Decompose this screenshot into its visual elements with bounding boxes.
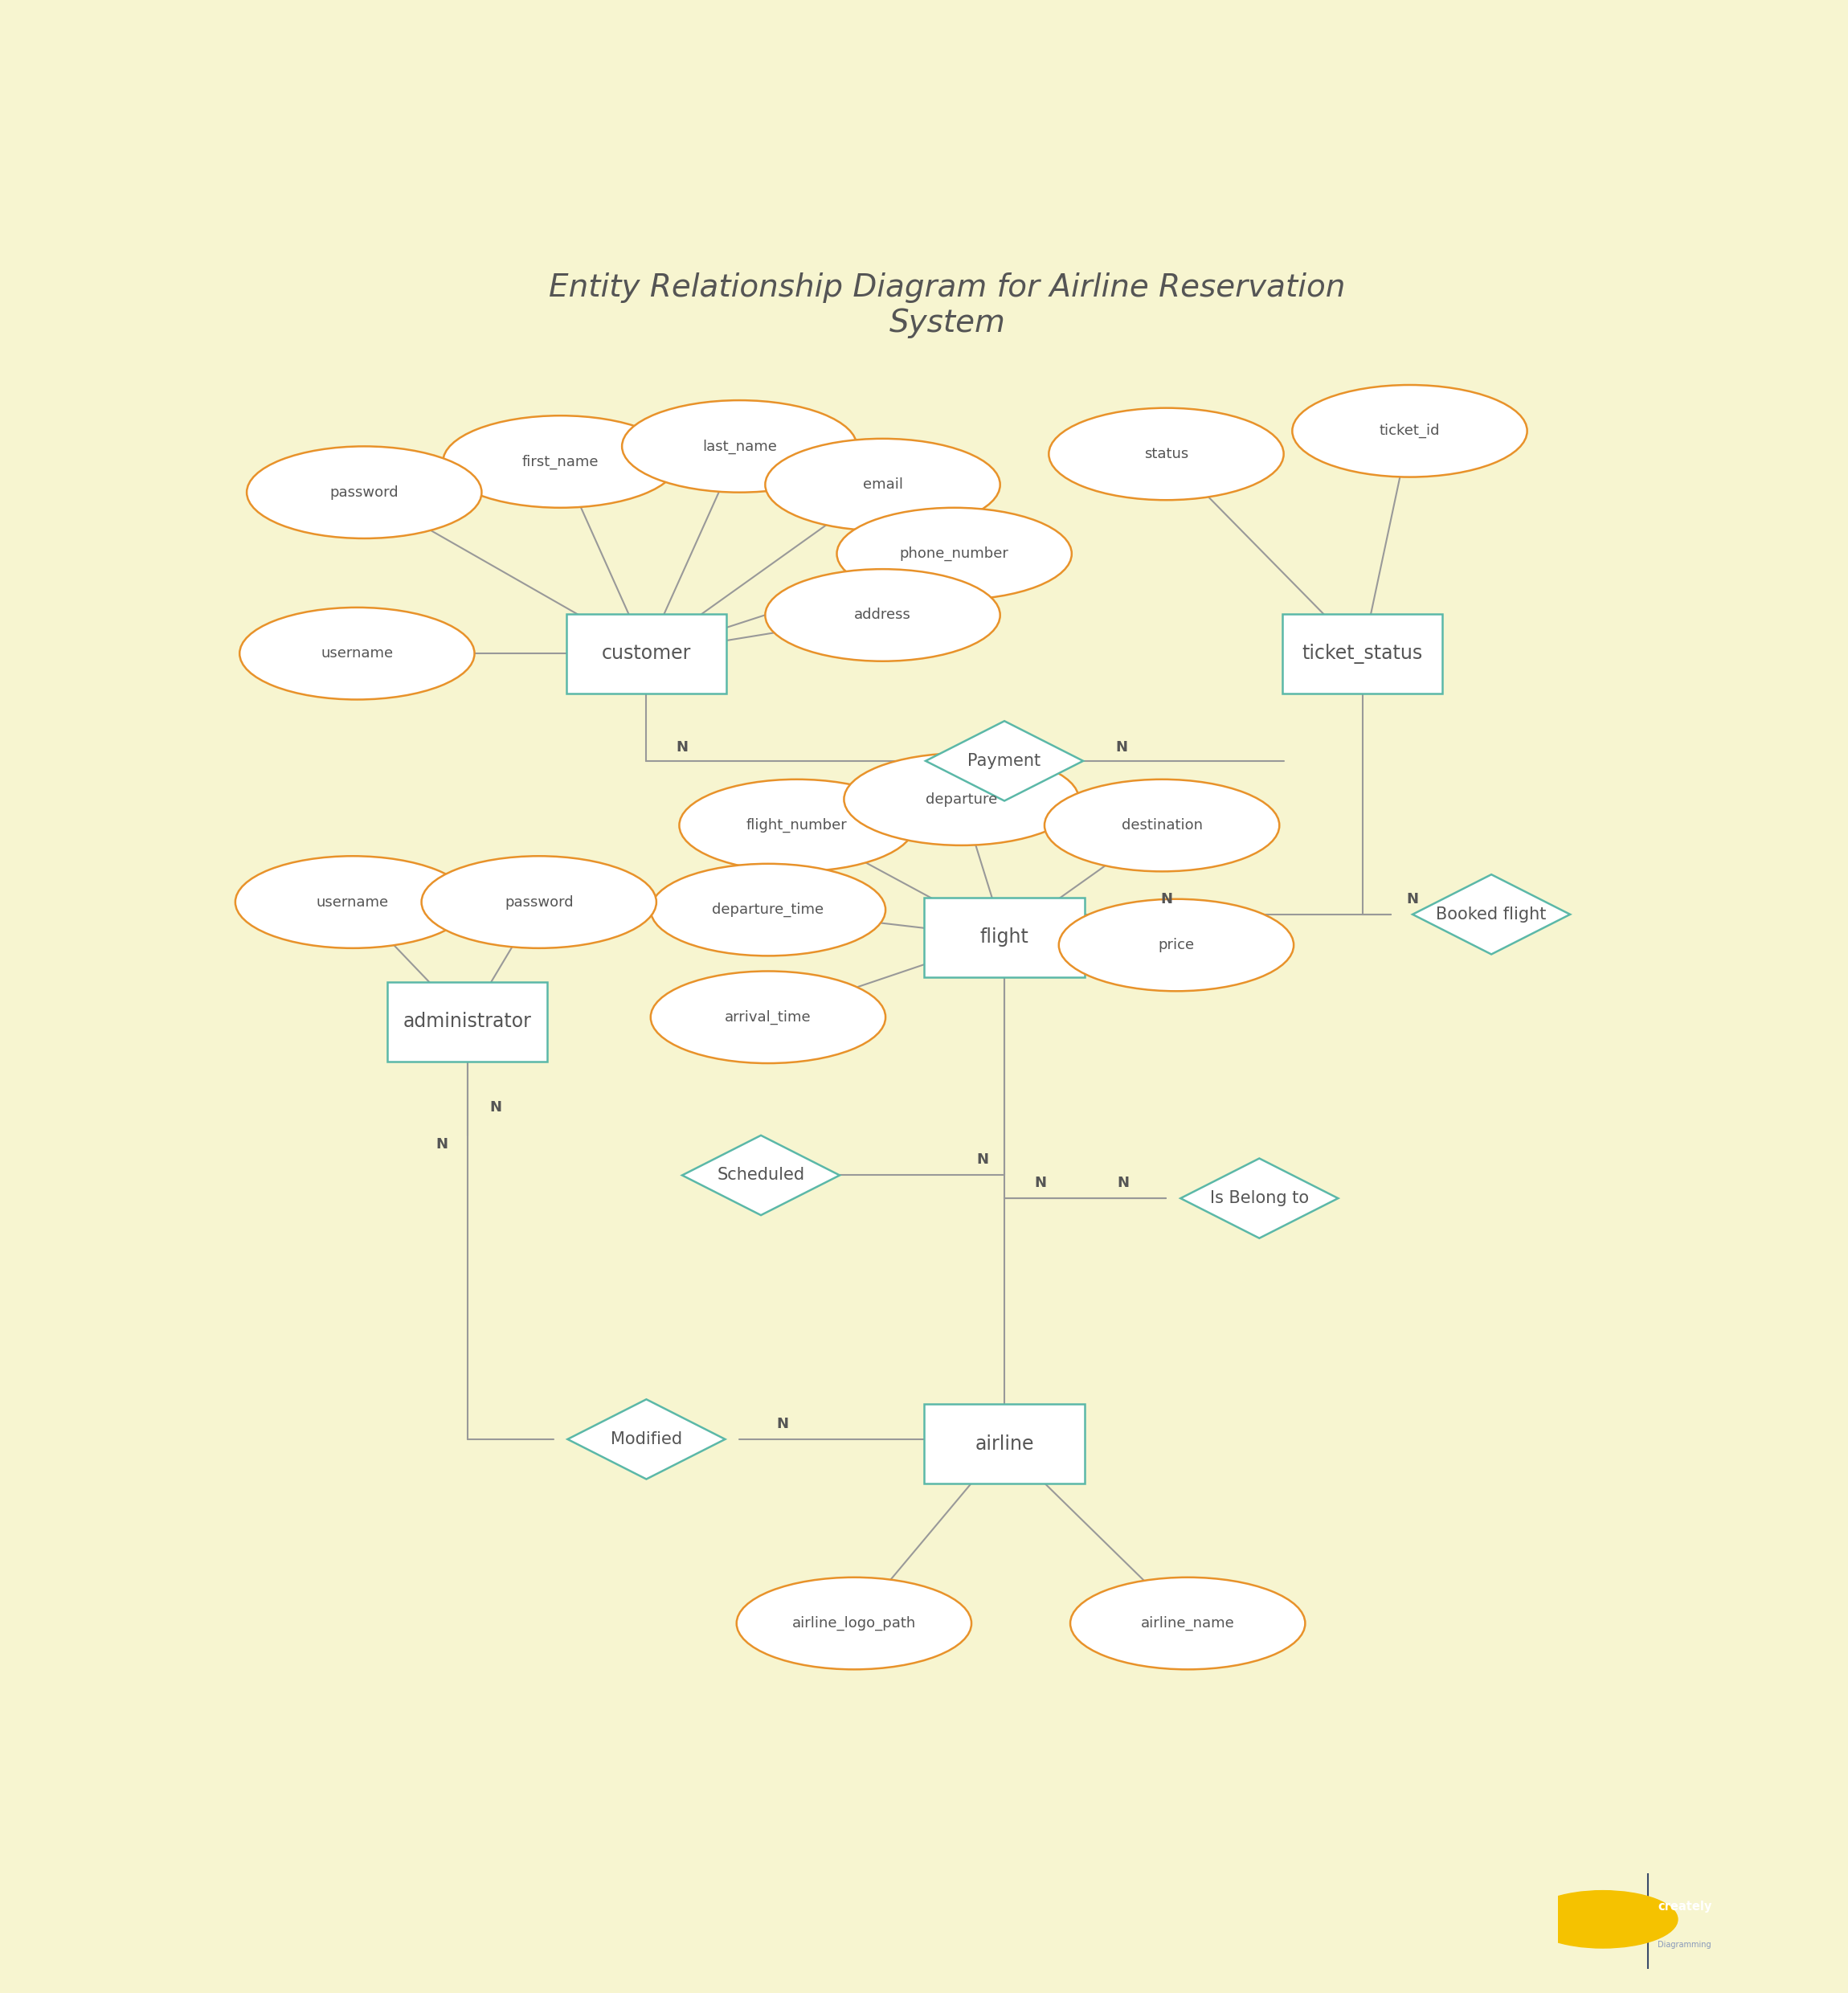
Polygon shape [1412, 875, 1571, 955]
Text: Entity Relationship Diagram for Airline Reservation
System: Entity Relationship Diagram for Airline … [549, 273, 1345, 339]
Ellipse shape [444, 417, 678, 508]
Text: address: address [854, 608, 911, 622]
FancyBboxPatch shape [924, 897, 1085, 977]
Text: first_name: first_name [521, 454, 599, 468]
Text: price: price [1159, 939, 1194, 953]
Text: N: N [978, 1152, 989, 1168]
Ellipse shape [240, 608, 475, 700]
Text: last_name: last_name [702, 438, 776, 454]
Ellipse shape [421, 857, 656, 949]
Text: username: username [322, 646, 394, 662]
Text: flight: flight [979, 929, 1029, 947]
Text: N: N [1035, 1176, 1046, 1190]
Ellipse shape [1070, 1576, 1305, 1670]
Text: departure_time: departure_time [711, 903, 824, 917]
Ellipse shape [845, 753, 1079, 845]
Text: destination: destination [1122, 819, 1203, 833]
Ellipse shape [650, 971, 885, 1062]
Text: arrival_time: arrival_time [724, 1010, 811, 1024]
Text: N: N [1406, 891, 1419, 907]
Polygon shape [682, 1136, 839, 1216]
Text: airline_name: airline_name [1140, 1616, 1234, 1630]
Polygon shape [567, 1399, 724, 1479]
Ellipse shape [623, 401, 857, 492]
Text: N: N [1116, 739, 1127, 753]
Ellipse shape [765, 438, 1000, 530]
Ellipse shape [765, 570, 1000, 662]
Ellipse shape [235, 857, 469, 949]
Text: N: N [490, 1100, 503, 1114]
Text: airline: airline [976, 1435, 1033, 1453]
Ellipse shape [650, 863, 885, 957]
Ellipse shape [248, 446, 482, 538]
Ellipse shape [1059, 899, 1294, 991]
Text: email: email [863, 478, 902, 492]
Text: airline_logo_path: airline_logo_path [793, 1616, 917, 1630]
Ellipse shape [680, 779, 915, 871]
FancyBboxPatch shape [1283, 614, 1443, 694]
Polygon shape [926, 721, 1083, 801]
Text: Diagramming: Diagramming [1658, 1941, 1711, 1949]
Ellipse shape [837, 508, 1072, 600]
FancyBboxPatch shape [565, 614, 726, 694]
Text: Is Belong to: Is Belong to [1210, 1190, 1308, 1206]
Text: customer: customer [602, 644, 691, 664]
Text: ticket_id: ticket_id [1379, 425, 1440, 438]
Text: Booked flight: Booked flight [1436, 907, 1547, 923]
Ellipse shape [1292, 385, 1526, 476]
Text: Modified: Modified [610, 1431, 682, 1447]
Polygon shape [1181, 1158, 1338, 1238]
Circle shape [1528, 1891, 1678, 1947]
FancyBboxPatch shape [386, 983, 547, 1062]
Ellipse shape [1050, 409, 1284, 500]
Text: ticket_status: ticket_status [1303, 644, 1423, 664]
Text: N: N [436, 1138, 447, 1152]
Text: N: N [1118, 1176, 1129, 1190]
Text: N: N [676, 739, 687, 753]
Text: N: N [1161, 891, 1172, 907]
Text: password: password [505, 895, 573, 909]
Text: password: password [329, 484, 399, 500]
Text: Payment: Payment [968, 753, 1040, 769]
Text: Scheduled: Scheduled [717, 1168, 804, 1184]
Text: departure: departure [926, 791, 998, 807]
Text: N: N [776, 1417, 789, 1431]
Text: status: status [1144, 446, 1188, 460]
Text: flight_number: flight_number [747, 817, 846, 833]
Text: phone_number: phone_number [900, 546, 1009, 562]
Text: creately: creately [1658, 1901, 1711, 1913]
FancyBboxPatch shape [924, 1403, 1085, 1483]
Ellipse shape [737, 1576, 972, 1670]
Text: administrator: administrator [403, 1012, 532, 1032]
Ellipse shape [1044, 779, 1279, 871]
Text: username: username [316, 895, 388, 909]
